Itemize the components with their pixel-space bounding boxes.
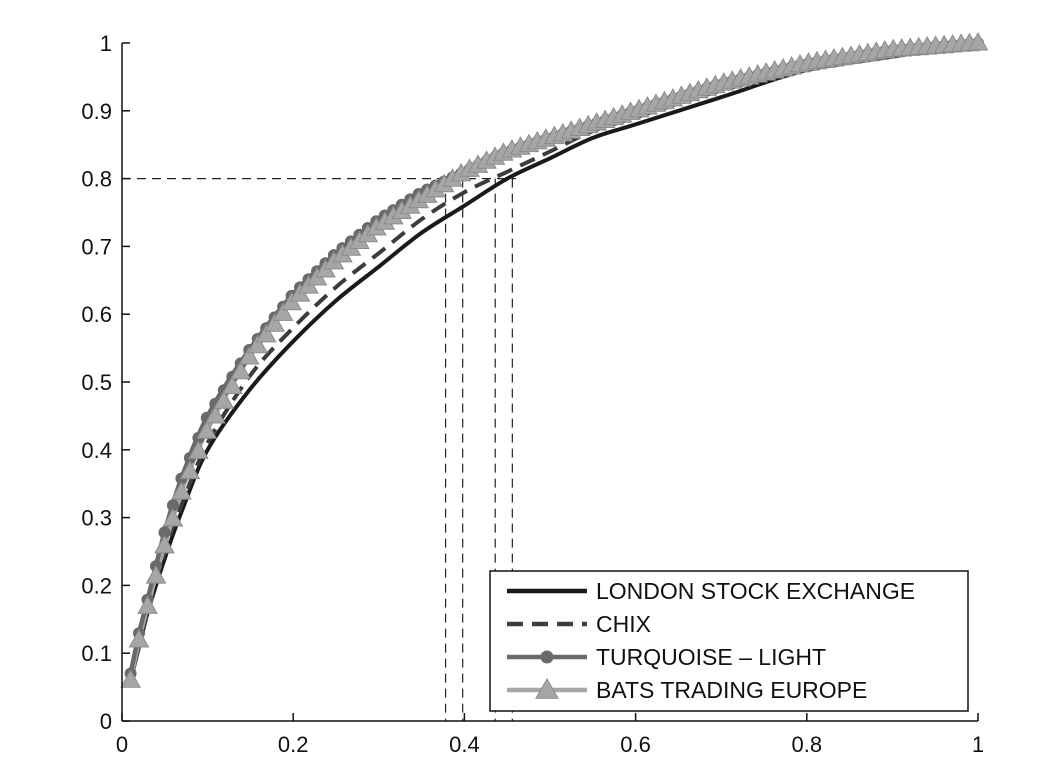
- marker-point: [154, 534, 175, 554]
- reference-lines: [122, 178, 516, 721]
- legend: LONDON STOCK EXCHANGE CHIX TURQUOISE – LIG…: [489, 570, 969, 712]
- marker-point: [204, 404, 226, 424]
- y-tick-label: 0.1: [81, 641, 112, 666]
- series-layer: [120, 31, 989, 688]
- marker-point: [137, 595, 158, 614]
- marker-point: [145, 565, 167, 584]
- series-line-0: [128, 41, 979, 681]
- marker-point: [238, 345, 260, 365]
- marker-point: [128, 628, 150, 648]
- marker-point: [230, 360, 252, 380]
- legend-label-3: BATS TRADING EUROPE: [596, 677, 867, 703]
- legend-label-0: LONDON STOCK EXCHANGE: [596, 578, 915, 604]
- legend-box: [489, 570, 969, 712]
- x-tick-label: 0: [116, 732, 128, 757]
- marker-point: [213, 390, 235, 409]
- marker-point: [196, 420, 218, 439]
- legend-label-2: TURQUOISE – LIGHT: [596, 644, 826, 670]
- marker-point: [162, 507, 184, 527]
- series-markers-3: [120, 31, 989, 688]
- x-tick-label: 1: [972, 732, 984, 757]
- y-tick-label: 1: [100, 31, 112, 56]
- marker-point: [247, 334, 269, 354]
- y-tick-label: 0: [100, 709, 112, 734]
- marker-point: [967, 31, 989, 51]
- x-tick-label: 0.6: [620, 732, 651, 757]
- marker-point: [221, 375, 243, 394]
- y-tick-label: 0.2: [81, 573, 112, 598]
- y-tick-label: 0.7: [81, 234, 112, 259]
- marker-point: [272, 302, 294, 321]
- marker-point: [120, 669, 141, 688]
- x-tick-label: 0.4: [449, 732, 480, 757]
- marker-point: [179, 460, 201, 480]
- axes: 0 0.1 0.2 0.3 0.4 0.5 0.6 0.7 0.8 0.9 1 0 0.2 0.4 0.6 0…: [81, 31, 984, 757]
- y-tick-label: 0.9: [81, 99, 112, 124]
- y-tick-label: 0.4: [81, 438, 112, 463]
- marker-point: [188, 440, 209, 459]
- marker-point: [264, 313, 285, 332]
- x-tick-label: 0.2: [278, 732, 309, 757]
- y-tick-label: 0.3: [81, 506, 112, 531]
- marker-point: [255, 323, 277, 343]
- legend-marker-triangle: [535, 677, 559, 699]
- x-tick-label: 0.8: [792, 732, 823, 757]
- marker-point: [171, 481, 192, 500]
- legend-marker-circle: [540, 650, 554, 664]
- legend-label-1: CHIX: [596, 611, 651, 637]
- y-tick-label: 0.8: [81, 167, 112, 192]
- y-tick-label: 0.5: [81, 370, 112, 395]
- y-tick-label: 0.6: [81, 302, 112, 327]
